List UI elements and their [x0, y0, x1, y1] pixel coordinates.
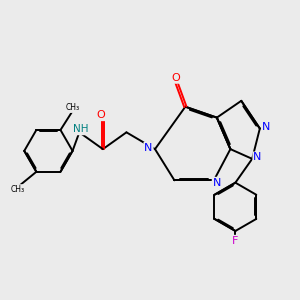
- Text: CH₃: CH₃: [11, 185, 25, 194]
- Text: N: N: [253, 152, 262, 162]
- Text: O: O: [96, 110, 105, 120]
- Text: N: N: [144, 142, 153, 153]
- Text: CH₃: CH₃: [65, 103, 80, 112]
- Text: O: O: [171, 73, 180, 83]
- Text: NH: NH: [73, 124, 88, 134]
- Text: N: N: [262, 122, 271, 132]
- Text: N: N: [213, 178, 221, 188]
- Text: F: F: [232, 236, 239, 246]
